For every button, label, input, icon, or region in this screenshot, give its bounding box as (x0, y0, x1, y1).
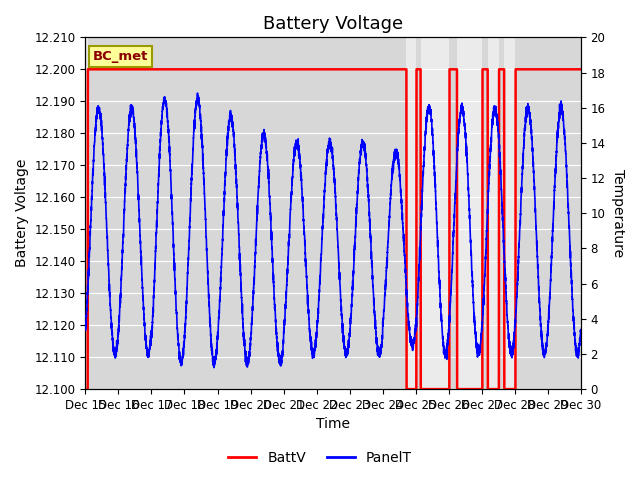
X-axis label: Time: Time (316, 418, 350, 432)
Y-axis label: Temperature: Temperature (611, 169, 625, 257)
Text: BC_met: BC_met (93, 49, 148, 63)
Bar (499, 37, 504, 389)
Legend: BattV, PanelT: BattV, PanelT (223, 445, 417, 471)
Bar (88, 37, 406, 389)
Bar (515, 37, 581, 389)
Y-axis label: Battery Voltage: Battery Voltage (15, 159, 29, 267)
Bar (483, 37, 488, 389)
Bar (449, 37, 457, 389)
Title: Battery Voltage: Battery Voltage (263, 15, 403, 33)
Bar (417, 37, 420, 389)
